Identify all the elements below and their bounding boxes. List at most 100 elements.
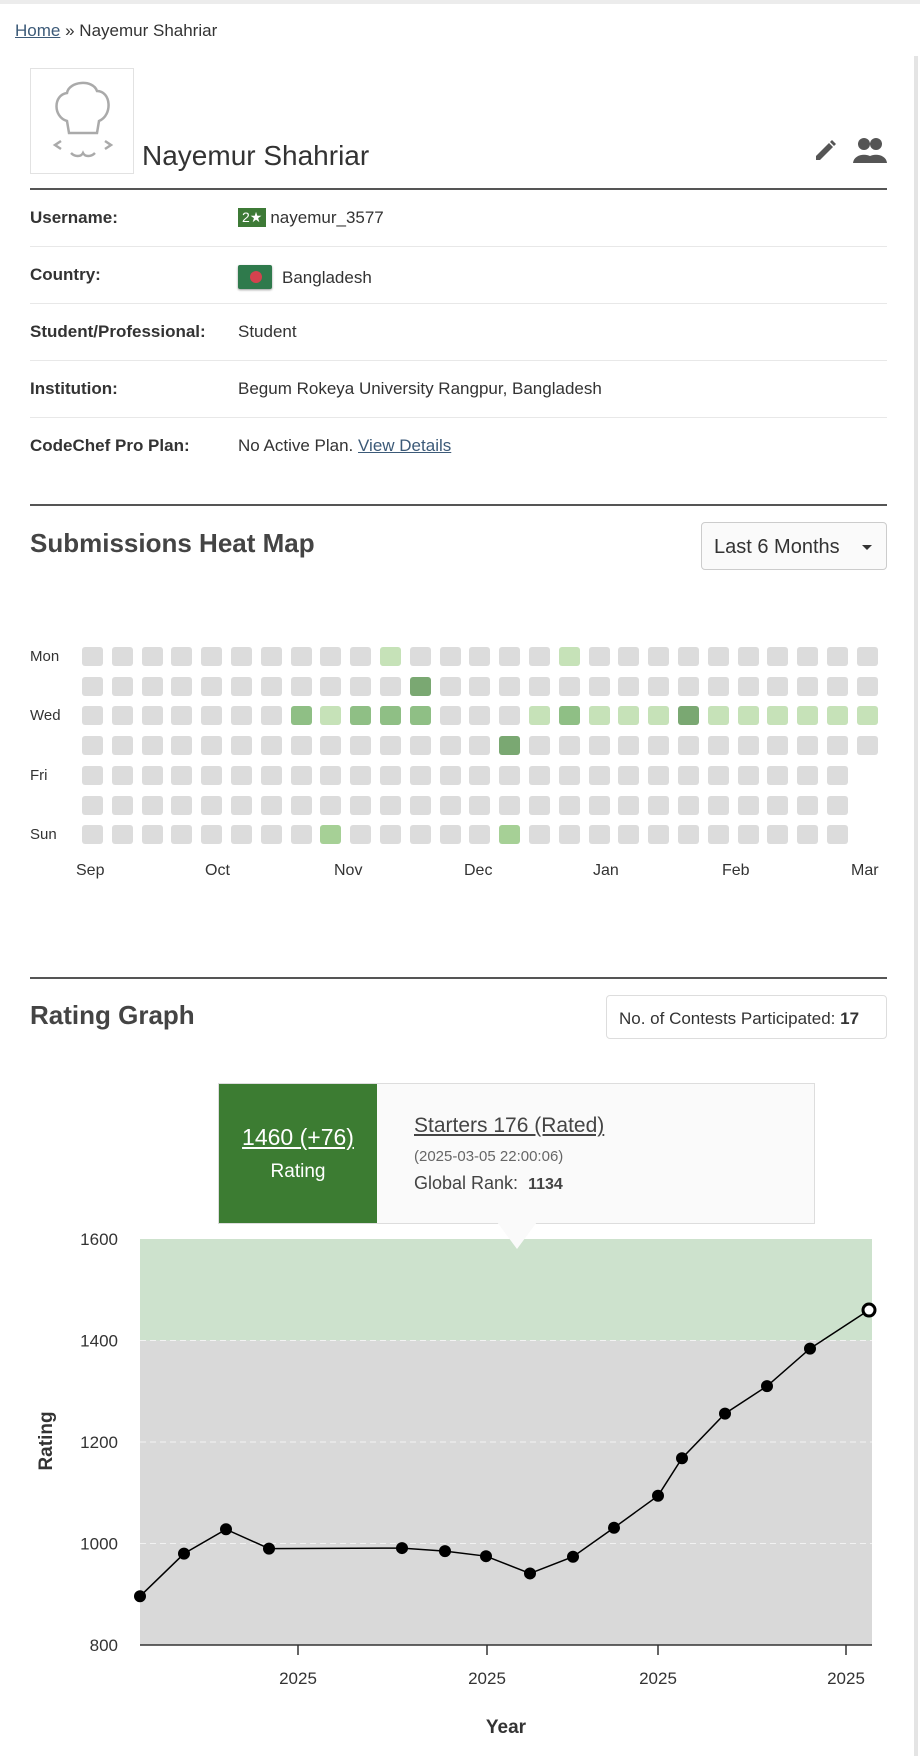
heatmap-cell[interactable] <box>558 647 580 666</box>
heatmap-cell[interactable] <box>529 825 550 845</box>
heatmap-cell[interactable] <box>320 676 342 696</box>
heatmap-cell[interactable] <box>529 736 550 756</box>
heatmap-cell[interactable] <box>737 765 759 785</box>
heatmap-cell[interactable] <box>171 825 193 845</box>
heatmap-cell[interactable] <box>767 676 789 696</box>
heatmap-cell[interactable] <box>260 736 282 756</box>
heatmap-cell[interactable] <box>380 706 401 726</box>
heatmap-cell[interactable] <box>82 736 103 756</box>
heatmap-cell[interactable] <box>558 825 580 845</box>
heatmap-cell[interactable] <box>707 795 729 815</box>
heatmap-cell[interactable] <box>737 647 759 666</box>
heatmap-cell[interactable] <box>618 765 640 785</box>
heatmap-cell[interactable] <box>111 676 133 696</box>
heatmap-cell[interactable] <box>469 676 491 696</box>
heatmap-cell[interactable] <box>439 765 461 785</box>
heatmap-cell[interactable] <box>499 706 521 726</box>
heatmap-cell[interactable] <box>767 736 789 756</box>
heatmap-cell[interactable] <box>380 676 401 696</box>
heatmap-cell[interactable] <box>290 765 312 785</box>
heatmap-cell[interactable] <box>767 795 789 815</box>
heatmap-cell[interactable] <box>558 795 580 815</box>
heatmap-cell[interactable] <box>767 647 789 666</box>
heatmap-cell[interactable] <box>648 647 670 666</box>
heatmap-cell[interactable] <box>380 736 401 756</box>
heatmap-cell[interactable] <box>707 706 729 726</box>
heatmap-cell[interactable] <box>618 676 640 696</box>
heatmap-cell[interactable] <box>439 676 461 696</box>
heatmap-cell[interactable] <box>499 736 521 756</box>
heatmap-cell[interactable] <box>350 706 372 726</box>
heatmap-cell[interactable] <box>499 676 521 696</box>
heatmap-cell[interactable] <box>439 706 461 726</box>
heatmap-cell[interactable] <box>141 736 163 756</box>
heatmap-cell[interactable] <box>141 795 163 815</box>
heatmap-cell[interactable] <box>469 736 491 756</box>
heatmap-cell[interactable] <box>827 736 848 756</box>
heatmap-cell[interactable] <box>767 765 789 785</box>
heatmap-cell[interactable] <box>648 736 670 756</box>
heatmap-cell[interactable] <box>82 795 103 815</box>
heatmap-cell[interactable] <box>737 736 759 756</box>
heatmap-cell[interactable] <box>409 765 431 785</box>
heatmap-cell[interactable] <box>439 825 461 845</box>
heatmap-cell[interactable] <box>678 647 699 666</box>
heatmap-cell[interactable] <box>320 706 342 726</box>
heatmap-cell[interactable] <box>648 706 670 726</box>
heatmap-cell[interactable] <box>201 795 223 815</box>
heatmap-cell[interactable] <box>767 706 789 726</box>
heatmap-cell[interactable] <box>737 825 759 845</box>
heatmap-cell[interactable] <box>260 706 282 726</box>
heatmap-cell[interactable] <box>171 765 193 785</box>
heatmap-cell[interactable] <box>201 825 223 845</box>
heatmap-cell[interactable] <box>111 795 133 815</box>
heatmap-cell[interactable] <box>648 795 670 815</box>
heatmap-cell[interactable] <box>409 825 431 845</box>
heatmap-cell[interactable] <box>469 825 491 845</box>
tooltip-contest-link[interactable]: Starters 176 (Rated) <box>414 1114 605 1137</box>
heatmap-cell[interactable] <box>409 795 431 815</box>
heatmap-cell[interactable] <box>707 647 729 666</box>
heatmap-cell[interactable] <box>111 647 133 666</box>
heatmap-cell[interactable] <box>678 825 699 845</box>
heatmap-cell[interactable] <box>231 736 252 756</box>
heatmap-cell[interactable] <box>678 706 699 726</box>
heatmap-cell[interactable] <box>201 736 223 756</box>
heatmap-cell[interactable] <box>171 795 193 815</box>
heatmap-cell[interactable] <box>320 647 342 666</box>
heatmap-cell[interactable] <box>827 676 848 696</box>
heatmap-cell[interactable] <box>648 765 670 785</box>
heatmap-cell[interactable] <box>409 706 431 726</box>
heatmap-cell[interactable] <box>171 676 193 696</box>
heatmap-cell[interactable] <box>82 706 103 726</box>
heatmap-cell[interactable] <box>290 795 312 815</box>
heatmap-cell[interactable] <box>350 795 372 815</box>
heatmap-cell[interactable] <box>201 706 223 726</box>
heatmap-cell[interactable] <box>856 647 878 666</box>
heatmap-cell[interactable] <box>588 765 610 785</box>
heatmap-cell[interactable] <box>141 825 163 845</box>
heatmap-cell[interactable] <box>290 736 312 756</box>
heatmap-cell[interactable] <box>409 676 431 696</box>
heatmap-cell[interactable] <box>82 825 103 845</box>
heatmap-cell[interactable] <box>260 676 282 696</box>
heatmap-cell[interactable] <box>260 825 282 845</box>
heatmap-cell[interactable] <box>231 795 252 815</box>
heatmap-cell[interactable] <box>588 706 610 726</box>
heatmap-cell[interactable] <box>380 765 401 785</box>
heatmap-cell[interactable] <box>797 647 819 666</box>
heatmap-cell[interactable] <box>737 795 759 815</box>
heatmap-cell[interactable] <box>171 736 193 756</box>
heatmap-cell[interactable] <box>797 765 819 785</box>
heatmap-cell[interactable] <box>558 706 580 726</box>
heatmap-cell[interactable] <box>529 795 550 815</box>
heatmap-cell[interactable] <box>797 706 819 726</box>
heatmap-cell[interactable] <box>260 765 282 785</box>
heatmap-cell[interactable] <box>588 795 610 815</box>
heatmap-cell[interactable] <box>231 825 252 845</box>
heatmap-cell[interactable] <box>797 676 819 696</box>
heatmap-cell[interactable] <box>350 825 372 845</box>
heatmap-cell[interactable] <box>260 795 282 815</box>
heatmap-cell[interactable] <box>678 765 699 785</box>
heatmap-cell[interactable] <box>767 825 789 845</box>
